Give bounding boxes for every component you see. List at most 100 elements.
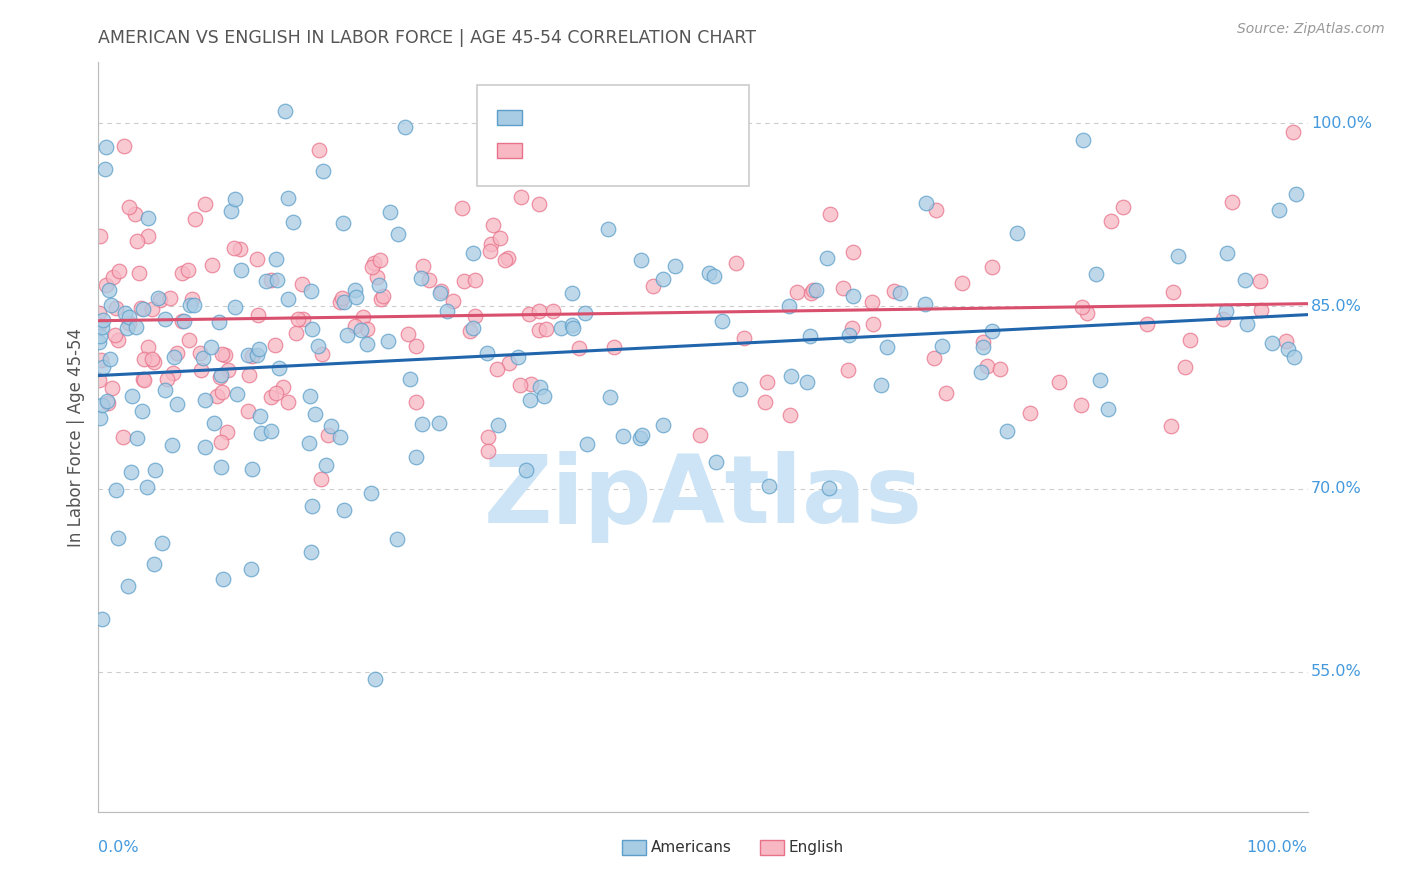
Point xyxy=(405,450,427,464)
Point xyxy=(995,424,1018,438)
Text: English: English xyxy=(789,840,844,855)
Point xyxy=(527,323,550,337)
Point xyxy=(842,244,865,259)
Point xyxy=(89,334,111,349)
Point xyxy=(129,301,152,316)
Point xyxy=(1005,227,1028,241)
Y-axis label: In Labor Force | Age 45-54: In Labor Force | Age 45-54 xyxy=(66,327,84,547)
Point xyxy=(1019,406,1042,420)
Point xyxy=(1097,402,1119,417)
Point xyxy=(142,355,165,369)
Point xyxy=(838,327,860,342)
Point xyxy=(1136,318,1159,332)
Point xyxy=(1216,246,1239,260)
Point xyxy=(166,397,188,411)
Point xyxy=(307,339,329,353)
Point xyxy=(336,327,359,342)
Point xyxy=(97,396,120,410)
Point xyxy=(277,292,299,306)
Point xyxy=(259,391,281,405)
Point xyxy=(131,404,153,418)
Point xyxy=(260,424,283,438)
Point xyxy=(94,161,117,176)
Point xyxy=(111,429,134,443)
Point xyxy=(876,340,898,354)
Point xyxy=(972,334,994,349)
Point xyxy=(481,218,503,232)
Point xyxy=(756,376,779,390)
Point xyxy=(430,284,453,298)
Point xyxy=(360,486,382,500)
Point xyxy=(519,392,541,407)
Point xyxy=(614,130,637,145)
Point xyxy=(562,320,585,334)
Point xyxy=(479,237,502,252)
Point xyxy=(205,389,228,403)
Point xyxy=(301,500,323,514)
Point xyxy=(494,253,516,268)
Point xyxy=(264,252,287,267)
Point xyxy=(1047,375,1070,389)
Point xyxy=(429,285,451,300)
Point xyxy=(183,211,205,226)
Point xyxy=(91,612,114,626)
Point xyxy=(703,143,725,157)
Point xyxy=(87,306,110,320)
Point xyxy=(136,480,159,494)
Point xyxy=(117,579,139,593)
Point xyxy=(105,483,128,497)
Point xyxy=(193,351,215,366)
Point xyxy=(200,340,222,354)
Point xyxy=(533,389,555,403)
Point xyxy=(94,139,117,153)
Point xyxy=(277,191,299,205)
Point xyxy=(125,431,148,445)
Point xyxy=(238,368,260,383)
Point xyxy=(800,285,823,300)
Point xyxy=(356,336,378,351)
Point xyxy=(1071,133,1094,147)
Point xyxy=(329,295,352,310)
Point xyxy=(412,260,434,274)
Point xyxy=(1088,374,1111,388)
Point xyxy=(332,291,354,305)
Point xyxy=(889,286,911,301)
Point xyxy=(90,352,112,367)
Text: AMERICAN VS ENGLISH IN LABOR FORCE | AGE 45-54 CORRELATION CHART: AMERICAN VS ENGLISH IN LABOR FORCE | AGE… xyxy=(98,29,756,47)
Point xyxy=(981,260,1004,275)
Point xyxy=(269,361,291,376)
Point xyxy=(254,274,277,288)
Point xyxy=(246,308,269,322)
Point xyxy=(202,417,225,431)
Point xyxy=(860,294,883,309)
Point xyxy=(561,285,583,300)
Text: 100.0%: 100.0% xyxy=(1312,116,1372,131)
Point xyxy=(576,437,599,451)
Point xyxy=(132,372,155,386)
Point xyxy=(378,204,401,219)
Point xyxy=(488,231,510,245)
Point xyxy=(188,345,211,359)
Point xyxy=(405,339,427,353)
Point xyxy=(356,322,378,336)
Point xyxy=(1236,318,1258,332)
Point xyxy=(352,310,374,324)
Point xyxy=(104,327,127,342)
Point xyxy=(508,350,530,364)
Point xyxy=(104,301,127,316)
Point xyxy=(360,260,382,274)
Point xyxy=(728,383,751,397)
Point xyxy=(599,390,621,404)
Point xyxy=(463,321,485,335)
Point xyxy=(976,359,998,373)
Point xyxy=(1161,285,1184,300)
Point xyxy=(922,351,945,365)
Point xyxy=(249,426,271,441)
Point xyxy=(209,434,232,449)
Point xyxy=(842,289,865,303)
Point xyxy=(786,285,808,299)
Point xyxy=(925,203,948,218)
Point xyxy=(820,207,842,221)
Point xyxy=(309,472,332,486)
Point xyxy=(333,502,356,516)
